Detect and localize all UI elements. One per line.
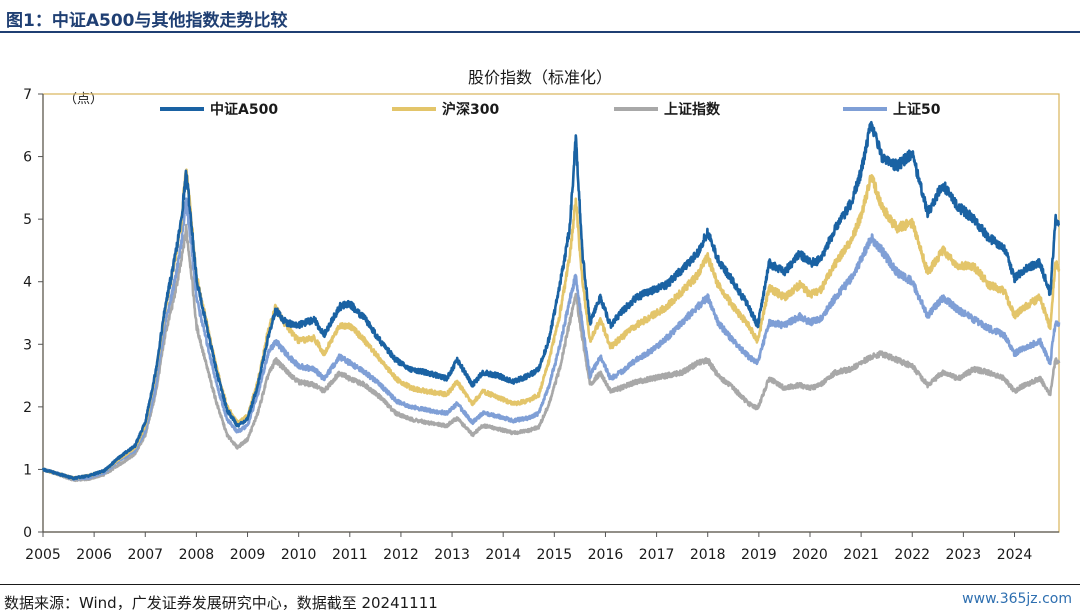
legend-swatch-hs300 bbox=[392, 107, 436, 111]
x-tick-label: 2017 bbox=[639, 547, 675, 563]
legend-item-hs300: 沪深300 bbox=[392, 100, 499, 118]
y-tick-label: 2 bbox=[23, 400, 32, 416]
x-tick-label: 2023 bbox=[946, 547, 982, 563]
y-tick-label: 7 bbox=[23, 87, 32, 103]
x-tick-label: 2019 bbox=[741, 547, 777, 563]
x-tick-label: 2012 bbox=[383, 547, 419, 563]
x-tick-label: 2010 bbox=[281, 547, 317, 563]
x-tick-label: 2006 bbox=[76, 547, 112, 563]
y-tick-label: 3 bbox=[23, 337, 32, 353]
legend-item-sz50: 上证50 bbox=[843, 100, 940, 118]
x-tick-label: 2022 bbox=[894, 547, 930, 563]
series-lines bbox=[41, 120, 1061, 483]
data-source-note: 数据来源：Wind，广发证券发展研究中心，数据截至 20241111 bbox=[4, 594, 438, 612]
source-rule bbox=[0, 584, 1080, 585]
y-tick-label: 0 bbox=[23, 525, 32, 541]
series-line-shangzheng-50 bbox=[42, 197, 1061, 482]
y-tick-label: 1 bbox=[23, 462, 32, 478]
x-tick-label: 2024 bbox=[997, 547, 1033, 563]
legend-item-szzs: 上证指数 bbox=[614, 100, 720, 118]
line-chart: 0 1 2 3 4 5 6 7 2005 2006 2007 2008 2009 2010 2011 201… bbox=[23, 87, 1061, 563]
watermark: www.365jz.com bbox=[962, 591, 1072, 607]
legend-swatch-sz50 bbox=[843, 107, 887, 111]
y-tick-label: 5 bbox=[23, 212, 32, 228]
figure-header: 图1：中证A500与其他指数走势比较 bbox=[0, 0, 1080, 33]
legend-label-sz50: 上证50 bbox=[893, 102, 941, 118]
y-axis-ticks: 0 1 2 3 4 5 6 7 bbox=[23, 87, 43, 541]
y-unit-label: （点） bbox=[64, 92, 104, 107]
legend-label-a500: 中证A500 bbox=[210, 102, 279, 118]
x-tick-label: 2018 bbox=[690, 547, 726, 563]
y-tick-label: 4 bbox=[23, 275, 32, 291]
x-tick-label: 2014 bbox=[485, 547, 521, 563]
x-tick-label: 2005 bbox=[25, 547, 61, 563]
legend-item-a500: 中证A500 bbox=[160, 100, 278, 118]
x-tick-label: 2007 bbox=[127, 547, 163, 563]
x-tick-label: 2015 bbox=[537, 547, 573, 563]
legend-label-szzs: 上证指数 bbox=[664, 102, 720, 118]
figure-title: 图1：中证A500与其他指数走势比较 bbox=[6, 11, 288, 31]
x-axis-ticks: 2005 2006 2007 2008 2009 2010 2011 2012 2013 2014… bbox=[25, 532, 1032, 563]
x-tick-label: 2011 bbox=[332, 547, 368, 563]
header-rule bbox=[0, 31, 1080, 33]
x-tick-label: 2008 bbox=[179, 547, 215, 563]
series-line-csi-a500 bbox=[41, 120, 1060, 481]
legend-swatch-a500 bbox=[160, 107, 204, 111]
x-tick-label: 2020 bbox=[792, 547, 828, 563]
chart-title: 股价指数（标准化） bbox=[467, 68, 612, 87]
x-tick-label: 2013 bbox=[434, 547, 470, 563]
x-tick-label: 2009 bbox=[230, 547, 266, 563]
x-tick-label: 2021 bbox=[843, 547, 879, 563]
y-tick-label: 6 bbox=[23, 150, 32, 166]
legend-swatch-szzs bbox=[614, 107, 658, 111]
x-tick-label: 2016 bbox=[588, 547, 624, 563]
series-line-shangzheng-index bbox=[41, 223, 1061, 483]
legend-label-hs300: 沪深300 bbox=[442, 102, 500, 118]
